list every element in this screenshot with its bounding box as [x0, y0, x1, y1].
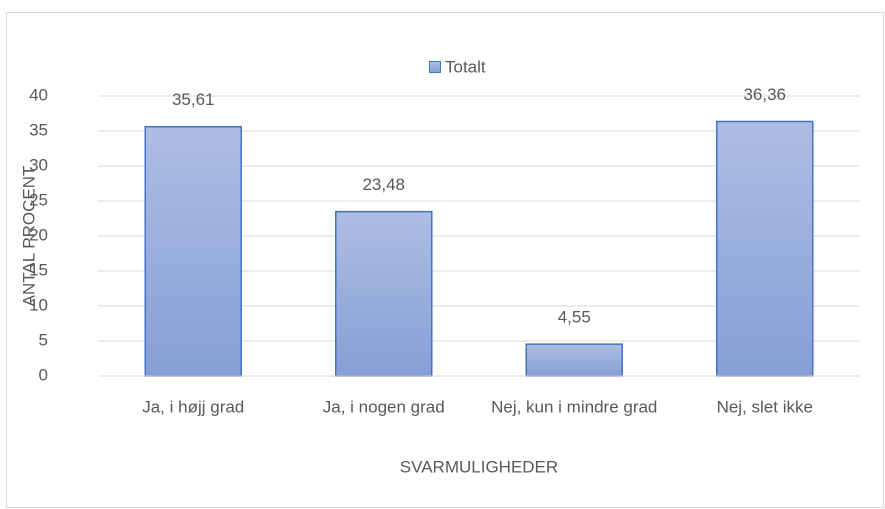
- legend-label: Totalt: [445, 57, 486, 76]
- y-tick-label: 40: [29, 85, 48, 104]
- data-label: 23,48: [362, 175, 405, 194]
- y-tick-label: 20: [29, 225, 48, 244]
- bar: [525, 343, 623, 377]
- y-tick-label: 30: [29, 155, 48, 174]
- y-tick-label: 35: [29, 120, 48, 139]
- data-label: 4,55: [558, 308, 591, 327]
- y-tick-label: 15: [29, 260, 48, 279]
- x-tick-label: Nej, slet ikke: [717, 397, 813, 416]
- x-tick-label: Ja, i højj grad: [142, 397, 244, 416]
- data-label: 36,36: [743, 85, 786, 104]
- legend-swatch: [429, 61, 441, 73]
- data-label: 35,61: [172, 90, 215, 109]
- y-tick-label: 10: [29, 295, 48, 314]
- y-axis-label: ANTAL PROCENT: [19, 166, 38, 307]
- bar: [716, 120, 814, 377]
- x-axis-label: SVARMULIGHEDER: [400, 457, 558, 476]
- y-tick-label: 5: [39, 330, 48, 349]
- bar: [144, 125, 242, 377]
- x-tick-label: Nej, kun i mindre grad: [491, 397, 657, 416]
- y-tick-label: 0: [39, 365, 48, 384]
- y-tick-label: 25: [29, 190, 48, 209]
- bar: [335, 210, 433, 377]
- x-tick-label: Ja, i nogen grad: [323, 397, 445, 416]
